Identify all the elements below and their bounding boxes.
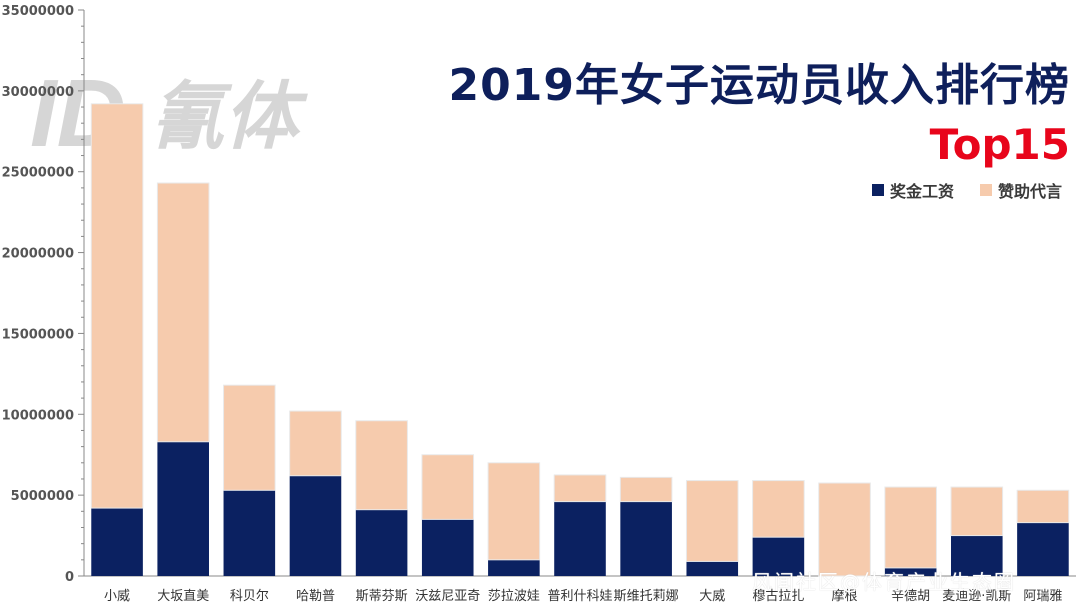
x-tick-label: 麦迪逊·凯斯 <box>942 589 1011 604</box>
bar-prize-2 <box>157 441 209 576</box>
x-tick-label: 科贝尔 <box>230 589 269 604</box>
bar-prize-11 <box>752 537 805 576</box>
x-tick-label: 穆古拉扎 <box>752 589 804 604</box>
bar-endorsement-4 <box>289 410 342 477</box>
legend-swatch-endorsement <box>979 184 992 196</box>
legend-item-endorsement: 赞助代言 <box>979 178 1062 202</box>
y-tick-label: 30000000 <box>2 85 74 100</box>
chart-title: 2019年女子运动员收入排行榜 <box>448 60 1070 111</box>
bar-prize-9 <box>620 501 672 576</box>
legend-swatch-prize <box>871 184 884 196</box>
bar-prize-13 <box>884 567 937 576</box>
bar-endorsement-12 <box>818 482 871 577</box>
bar-endorsement-11 <box>752 480 805 538</box>
bar-prize-3 <box>223 490 276 576</box>
x-tick-label: 辛德胡 <box>891 589 930 604</box>
legend-label-endorsement: 赞助代言 <box>997 182 1062 201</box>
legend-label-prize: 奖金工资 <box>889 182 954 201</box>
bar-endorsement-15 <box>1016 489 1070 524</box>
bar-endorsement-8 <box>553 474 607 503</box>
source-watermark: 风闻社区@体育产业生态圈 <box>752 570 1016 594</box>
bar-endorsement-2 <box>156 182 210 443</box>
bar-prize-7 <box>488 559 540 576</box>
bar-endorsement-9 <box>619 476 673 503</box>
x-tick-label: 沃兹尼亚奇 <box>415 588 480 604</box>
bar-prize-15 <box>1017 522 1069 576</box>
bar-prize-4 <box>289 475 342 576</box>
svg-text:氰体: 氰体 <box>150 74 308 160</box>
bar-endorsement-14 <box>950 486 1004 537</box>
bar-prize-14 <box>951 535 1003 576</box>
bar-prize-1 <box>91 508 143 576</box>
chart-subtitle: Top15 <box>929 120 1070 169</box>
y-tick-label: 20000000 <box>2 247 74 262</box>
bar-prize-5 <box>355 509 408 576</box>
x-tick-label: 大威 <box>699 589 725 604</box>
y-tick-label: 0 <box>65 570 74 585</box>
bar-endorsement-1 <box>90 103 144 509</box>
x-axis-labels: 小威 大坂直美 科贝尔 哈勒普 斯蒂芬斯 沃兹尼亚奇 莎拉波娃 普利什科娃 斯维托莉娜 大威 穆古拉… <box>104 588 1062 604</box>
x-tick-label: 斯蒂芬斯 <box>356 589 408 604</box>
y-tick-label: 15000000 <box>2 327 74 342</box>
y-axis: 0 5000000 10000000 15000000 20000000 25000000… <box>2 4 1076 585</box>
legend: 奖金工资 赞助代言 <box>871 178 1062 202</box>
x-tick-label: 莎拉波娃 <box>488 589 540 604</box>
bar-endorsement-5 <box>355 420 408 511</box>
bar-endorsement-6 <box>421 454 475 520</box>
bar-prize-8 <box>554 501 606 576</box>
y-tick-label: 10000000 <box>2 408 74 423</box>
legend-item-prize: 奖金工资 <box>871 178 954 202</box>
bars <box>90 103 1070 577</box>
x-tick-label: 普利什科娃 <box>547 589 612 604</box>
bar-prize-6 <box>421 519 474 576</box>
x-tick-label: 小威 <box>104 589 130 604</box>
x-tick-label: 大坂直美 <box>157 589 209 604</box>
bar-endorsement-10 <box>685 480 739 562</box>
y-tick-label: 5000000 <box>11 489 74 504</box>
y-tick-label: 25000000 <box>2 166 74 181</box>
y-tick-label: 35000000 <box>2 4 74 19</box>
x-tick-label: 斯维托莉娜 <box>614 589 679 604</box>
x-tick-label: 摩根 <box>832 588 858 604</box>
title-block: 2019年女子运动员收入排行榜 Top15 <box>449 58 1070 170</box>
bar-prize-10 <box>686 561 739 576</box>
bar-endorsement-3 <box>223 384 276 491</box>
x-tick-label: 阿瑞雅 <box>1023 589 1062 604</box>
x-tick-label: 哈勒普 <box>296 589 335 604</box>
bar-endorsement-13 <box>884 486 937 569</box>
bar-endorsement-7 <box>487 462 541 561</box>
watermark-logo: ID 氰体 <box>30 60 308 167</box>
